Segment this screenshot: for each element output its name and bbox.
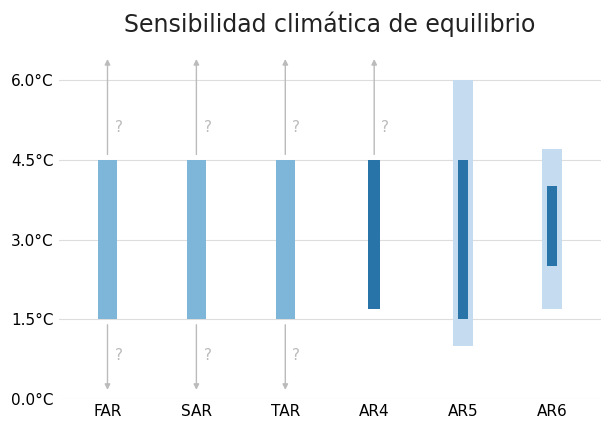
Bar xyxy=(458,160,468,319)
Bar xyxy=(368,160,380,309)
Bar xyxy=(547,187,557,266)
Text: ?: ? xyxy=(381,120,389,135)
Bar xyxy=(542,149,562,309)
Text: ?: ? xyxy=(204,120,212,135)
Bar xyxy=(453,80,473,346)
Text: ?: ? xyxy=(204,348,212,363)
Bar xyxy=(98,160,118,319)
Text: ?: ? xyxy=(293,120,300,135)
Text: ?: ? xyxy=(293,348,300,363)
Title: Sensibilidad climática de equilibrio: Sensibilidad climática de equilibrio xyxy=(124,11,536,37)
Bar xyxy=(368,160,380,309)
Text: ?: ? xyxy=(114,120,122,135)
Bar xyxy=(275,160,295,319)
Text: ?: ? xyxy=(114,348,122,363)
Bar xyxy=(187,160,206,319)
